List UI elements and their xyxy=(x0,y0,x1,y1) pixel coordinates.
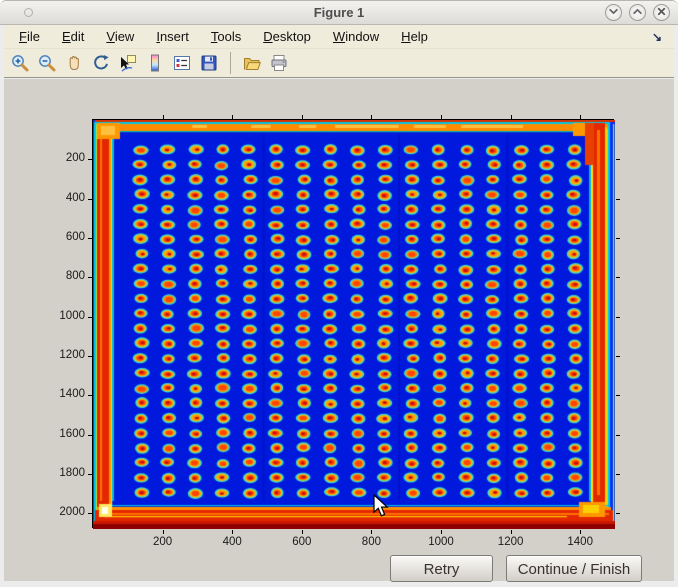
continue-finish-button[interactable]: Continue / Finish xyxy=(506,555,642,582)
dock-figure-icon[interactable]: ↘ xyxy=(652,30,674,44)
y-axis-tick-label: 1000 xyxy=(41,310,85,322)
x-axis-tick xyxy=(371,530,372,534)
x-axis-tick-label: 200 xyxy=(141,536,185,548)
x-axis-tick xyxy=(163,115,164,119)
zoom-in-icon[interactable] xyxy=(9,52,31,74)
toolbar-separator xyxy=(230,52,231,74)
retry-button[interactable]: Retry xyxy=(390,555,493,582)
y-axis-tick xyxy=(616,317,620,318)
x-axis-tick xyxy=(511,115,512,119)
open-file-icon[interactable] xyxy=(241,52,263,74)
x-axis-tick xyxy=(163,530,164,534)
x-axis-tick xyxy=(441,115,442,119)
y-axis-tick xyxy=(616,199,620,200)
x-axis-tick xyxy=(371,115,372,119)
x-axis-tick xyxy=(302,530,303,534)
menu-help[interactable]: Help xyxy=(390,27,439,46)
menu-items: FileEditViewInsertToolsDesktopWindowHelp xyxy=(8,27,439,46)
maximize-button[interactable] xyxy=(629,4,646,21)
y-axis-tick-label: 1400 xyxy=(41,388,85,400)
x-axis-tick xyxy=(302,115,303,119)
y-axis-tick-label: 1800 xyxy=(41,467,85,479)
y-axis-tick xyxy=(616,435,620,436)
heatmap-image[interactable] xyxy=(93,120,615,529)
figure-toolbar xyxy=(4,49,674,78)
titlebar[interactable]: Figure 1 xyxy=(0,1,678,25)
menu-view[interactable]: View xyxy=(95,27,145,46)
y-axis-tick-label: 800 xyxy=(41,270,85,282)
x-axis-tick xyxy=(232,115,233,119)
menu-window[interactable]: Window xyxy=(322,27,390,46)
save-figure-icon[interactable] xyxy=(198,52,220,74)
menu-tools[interactable]: Tools xyxy=(200,27,252,46)
zoom-out-icon[interactable] xyxy=(36,52,58,74)
y-axis-tick xyxy=(616,513,620,514)
plot-axes: 2004006008001000120014002004006008001000… xyxy=(92,119,614,528)
menu-file[interactable]: File xyxy=(8,27,51,46)
y-axis-tick-label: 400 xyxy=(41,192,85,204)
menu-insert[interactable]: Insert xyxy=(145,27,200,46)
y-axis-tick xyxy=(88,199,92,200)
figure-window: Figure 1 FileEditViewInsertToolsDesktopW… xyxy=(0,0,678,587)
x-axis-tick-label: 1200 xyxy=(489,536,533,548)
insert-legend-icon[interactable] xyxy=(171,52,193,74)
y-axis-tick-label: 1200 xyxy=(41,349,85,361)
y-axis-tick xyxy=(616,277,620,278)
y-axis-tick xyxy=(88,317,92,318)
x-axis-tick-label: 1000 xyxy=(419,536,463,548)
close-icon xyxy=(656,4,667,22)
minimize-button[interactable] xyxy=(605,4,622,21)
y-axis-tick xyxy=(616,159,620,160)
y-axis-tick-label: 600 xyxy=(41,231,85,243)
pan-icon[interactable] xyxy=(63,52,85,74)
x-axis-tick-label: 400 xyxy=(210,536,254,548)
window-title: Figure 1 xyxy=(0,1,678,24)
close-button[interactable] xyxy=(653,4,670,21)
y-axis-tick-label: 200 xyxy=(41,152,85,164)
x-axis-tick-label: 1400 xyxy=(558,536,602,548)
menu-desktop[interactable]: Desktop xyxy=(252,27,322,46)
x-axis-tick xyxy=(580,115,581,119)
chevron-down-icon xyxy=(608,4,619,22)
y-axis-tick xyxy=(88,238,92,239)
y-axis-tick xyxy=(88,435,92,436)
y-axis-tick xyxy=(88,395,92,396)
y-axis-tick xyxy=(88,277,92,278)
y-axis-tick xyxy=(616,474,620,475)
y-axis-tick xyxy=(88,513,92,514)
y-axis-tick-label: 1600 xyxy=(41,428,85,440)
x-axis-tick-label: 600 xyxy=(280,536,324,548)
colorbar-icon[interactable] xyxy=(144,52,166,74)
y-axis-tick xyxy=(616,356,620,357)
menu-edit[interactable]: Edit xyxy=(51,27,95,46)
window-controls xyxy=(605,4,670,21)
figure-canvas-area: 200 400 600 800 1000 1200 1400 200 400 600 800 1000… xyxy=(4,79,674,581)
rotate-3d-icon[interactable] xyxy=(90,52,112,74)
y-axis-tick xyxy=(616,395,620,396)
y-axis-tick xyxy=(88,474,92,475)
y-axis-tick-label: 2000 xyxy=(41,506,85,518)
x-axis-tick xyxy=(511,530,512,534)
y-axis-tick xyxy=(88,159,92,160)
menubar: FileEditViewInsertToolsDesktopWindowHelp… xyxy=(4,25,674,49)
print-icon[interactable] xyxy=(268,52,290,74)
chevron-up-icon xyxy=(632,4,643,22)
x-axis-tick xyxy=(232,530,233,534)
y-axis-tick xyxy=(88,356,92,357)
x-axis-tick xyxy=(580,530,581,534)
x-axis-tick-label: 800 xyxy=(349,536,393,548)
y-axis-tick xyxy=(616,238,620,239)
data-cursor-icon[interactable] xyxy=(117,52,139,74)
x-axis-tick xyxy=(441,530,442,534)
